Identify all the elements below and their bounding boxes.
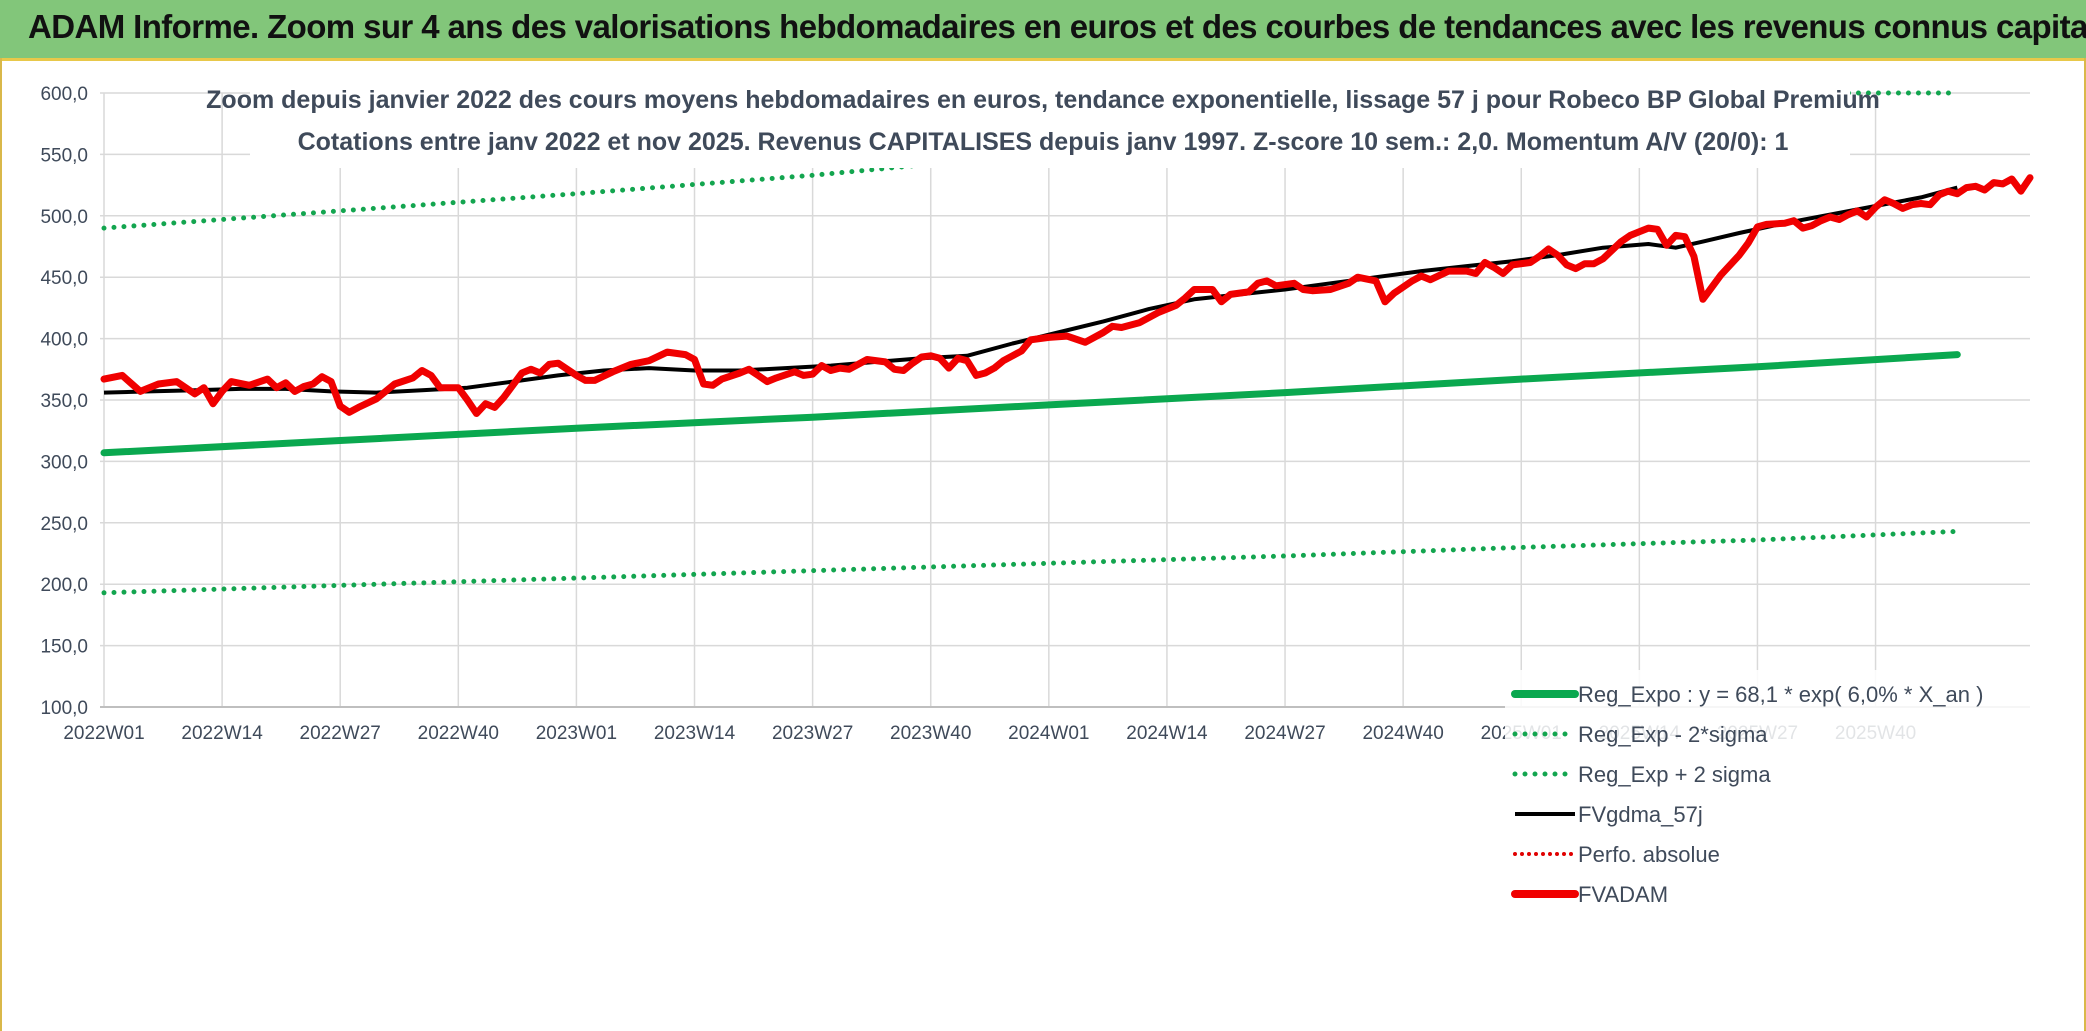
x-tick-label: 2022W01 [63,723,144,744]
y-tick-label: 450,0 [40,268,88,289]
x-tick-label: 2024W40 [1362,723,1443,744]
legend-label: Reg_Exp + 2 sigma [1578,762,1771,787]
x-tick-label: 2022W27 [300,723,381,744]
y-tick-label: 300,0 [40,452,88,473]
x-tick-label: 2023W14 [654,723,736,744]
y-tick-label: 350,0 [40,391,88,412]
series-line-fvadam [100,174,2034,417]
x-tick-label: 2023W40 [890,723,971,744]
y-tick-label: 600,0 [40,84,88,105]
y-tick-label: 500,0 [40,207,88,228]
plot-border [0,58,2086,1031]
y-tick-label: 400,0 [40,330,88,351]
legend: Reg_Expo : y = 68,1 * exp( 6,0% * X_an )… [1505,670,2065,920]
series-line-fvgdma-57j [103,185,1958,395]
chart-title: Zoom depuis janvier 2022 des cours moyen… [206,78,1880,168]
chart-title-line-1: Zoom depuis janvier 2022 des cours moyen… [206,86,1880,114]
report-title: ADAM Informe. Zoom sur 4 ans des valoris… [28,8,2086,45]
legend-label: FVgdma_57j [1578,802,1703,827]
series-line-reg-expo-y-68-1-exp- [100,351,1961,457]
legend-label: FVADAM [1578,882,1668,907]
x-tick-label: 2022W40 [418,723,499,744]
x-tick-label: 2023W01 [536,723,617,744]
y-tick-label: 200,0 [40,575,88,596]
legend-label: Perfo. absolue [1578,842,1720,867]
grid [100,92,2030,708]
chart-title-line-2: Cotations entre janv 2022 et nov 2025. R… [298,128,1789,156]
report-banner: ADAM Informe. Zoom sur 4 ans des valoris… [0,0,2086,61]
y-tick-label: 250,0 [40,514,88,535]
x-tick-label: 2023W27 [772,723,853,744]
legend-label: Reg_Exp - 2*sigma [1578,722,1768,747]
x-tick-label: 2024W14 [1126,723,1208,744]
x-tick-label: 2024W01 [1008,723,1089,744]
y-tick-label: 100,0 [40,698,88,719]
y-tick-label: 550,0 [40,145,88,166]
x-tick-label: 2022W14 [181,723,263,744]
y-tick-label: 150,0 [40,637,88,658]
legend-label: Reg_Expo : y = 68,1 * exp( 6,0% * X_an ) [1578,682,1983,707]
x-tick-label: 2024W27 [1244,723,1325,744]
